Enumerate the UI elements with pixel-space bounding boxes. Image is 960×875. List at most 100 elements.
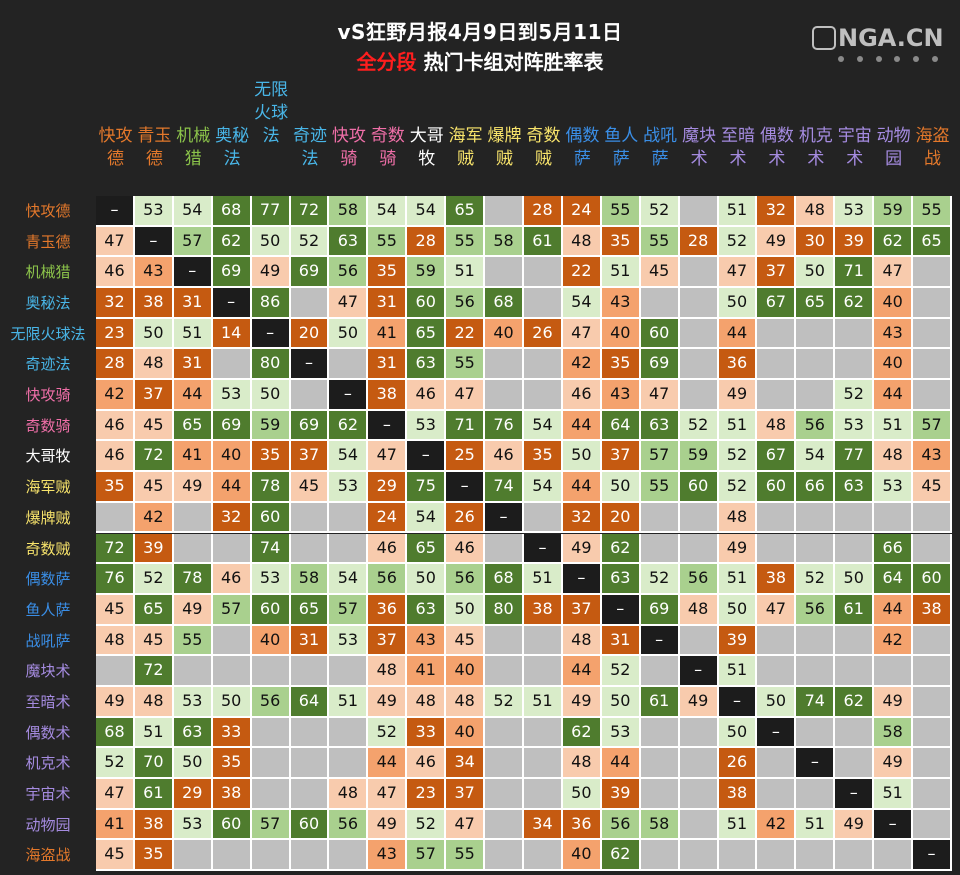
- heatmap-cell: 60: [290, 809, 330, 841]
- heatmap-cell: –: [679, 656, 719, 687]
- heatmap-cell: 40: [485, 318, 524, 350]
- heatmap-cell: 31: [173, 288, 213, 319]
- heatmap-cell: 48: [134, 349, 174, 381]
- heatmap-cell: 61: [134, 778, 174, 810]
- heatmap-cell: –: [329, 380, 369, 411]
- heatmap-cell: –: [524, 533, 563, 565]
- heatmap-cell: 32: [212, 502, 252, 534]
- heatmap-cell: [913, 778, 952, 810]
- heatmap-cell: 24: [562, 196, 602, 227]
- heatmap-cell: [874, 502, 914, 534]
- heatmap-cell: 50: [329, 318, 369, 350]
- heatmap-cell: 60: [251, 502, 291, 534]
- heatmap-cell: 44: [718, 318, 758, 350]
- heatmap-cell: 49: [874, 686, 914, 718]
- heatmap-cell: 52: [718, 472, 758, 503]
- heatmap-cell: 53: [601, 717, 641, 749]
- heatmap-cell: 74: [485, 472, 524, 503]
- heatmap-cell: 41: [173, 441, 213, 473]
- heatmap-cell: [757, 349, 797, 381]
- heatmap-cell: 65: [446, 196, 486, 227]
- heatmap-cell: [679, 318, 719, 350]
- heatmap-cell: 60: [913, 564, 952, 595]
- heatmap-cell: 45: [446, 625, 486, 657]
- heatmap-cell: 20: [601, 502, 641, 534]
- heatmap-cell: 56: [329, 809, 369, 841]
- heatmap-cell: 55: [640, 472, 680, 503]
- heatmap-cell: [757, 840, 797, 871]
- heatmap-cell: 42: [134, 502, 174, 534]
- heatmap-cell: [329, 349, 369, 381]
- heatmap-cell: 72: [134, 441, 174, 473]
- heatmap-cell: 49: [718, 533, 758, 565]
- heatmap-cell: 70: [134, 748, 174, 779]
- nga-logo-icon: [812, 26, 836, 50]
- heatmap-cell: 69: [640, 594, 680, 626]
- heatmap-cell: 39: [134, 533, 174, 565]
- heatmap-cell: 49: [96, 686, 135, 718]
- heatmap-cell: 44: [562, 472, 602, 503]
- heatmap-cell: 32: [96, 288, 135, 319]
- heatmap-cell: 53: [134, 196, 174, 227]
- chart-title: vS狂野月报4月9日到5月11日: [337, 20, 623, 44]
- heatmap-cell: –: [835, 778, 875, 810]
- heatmap-cell: 46: [96, 441, 135, 473]
- heatmap-cell: 39: [835, 226, 875, 258]
- heatmap-cell: 55: [446, 840, 486, 871]
- heatmap-cell: 44: [173, 380, 213, 411]
- heatmap-cell: 36: [562, 809, 602, 841]
- heatmap-cell: [874, 656, 914, 687]
- heatmap-cell: 54: [562, 288, 602, 319]
- heatmap-cell: 22: [446, 318, 486, 350]
- heatmap-cell: [485, 778, 524, 810]
- heatmap-cell: 56: [446, 564, 486, 595]
- heatmap-cell: [524, 257, 563, 289]
- heatmap-cell: 34: [446, 748, 486, 779]
- heatmap-cell: 35: [96, 472, 135, 503]
- heatmap-cell: [679, 502, 719, 534]
- heatmap-cell: 58: [874, 717, 914, 749]
- heatmap-cell: 50: [251, 226, 291, 258]
- column-header-20: 动物园: [876, 126, 911, 169]
- heatmap-cell: –: [407, 441, 447, 473]
- heatmap-cell: 67: [757, 288, 797, 319]
- heatmap-cell: –: [446, 472, 486, 503]
- heatmap-cell: 69: [290, 257, 330, 289]
- heatmap-cell: [524, 748, 563, 779]
- heatmap-cell: 47: [329, 288, 369, 319]
- heatmap-cell: 46: [485, 441, 524, 473]
- heatmap-cell: [485, 748, 524, 779]
- heatmap-cell: 30: [796, 226, 836, 258]
- heatmap-cell: 47: [446, 809, 486, 841]
- heatmap-cell: [173, 840, 213, 871]
- heatmap-cell: 46: [212, 564, 252, 595]
- heatmap-cell: [173, 502, 213, 534]
- heatmap-cell: 39: [718, 625, 758, 657]
- heatmap-cell: 47: [446, 380, 486, 411]
- heatmap-cell: [757, 625, 797, 657]
- heatmap-cell: 49: [251, 257, 291, 289]
- heatmap-cell: 54: [407, 196, 447, 227]
- heatmap-cell: 31: [368, 288, 408, 319]
- heatmap-cell: 50: [796, 257, 836, 289]
- heatmap-cell: 37: [601, 441, 641, 473]
- heatmap-cell: 52: [485, 686, 524, 718]
- heatmap-cell: [524, 717, 563, 749]
- heatmap-cell: 47: [640, 380, 680, 411]
- heatmap-cell: 86: [251, 288, 291, 319]
- heatmap-cell: [679, 748, 719, 779]
- heatmap-cell: 46: [407, 380, 447, 411]
- heatmap-cell: 28: [524, 196, 563, 227]
- heatmap-cell: [524, 502, 563, 534]
- heatmap-cell: 62: [212, 226, 252, 258]
- heatmap-cell: 78: [173, 564, 213, 595]
- heatmap-cell: 57: [640, 441, 680, 473]
- column-header-5: 奇迹法: [293, 126, 327, 169]
- row-header-2: 机械猎: [25, 263, 71, 282]
- heatmap-cell: 55: [640, 226, 680, 258]
- heatmap-cell: 65: [290, 594, 330, 626]
- heatmap-cell: 40: [251, 625, 291, 657]
- heatmap-cell: 45: [134, 625, 174, 657]
- column-header-21: 海盗战: [915, 126, 950, 169]
- heatmap-cell: 49: [679, 686, 719, 718]
